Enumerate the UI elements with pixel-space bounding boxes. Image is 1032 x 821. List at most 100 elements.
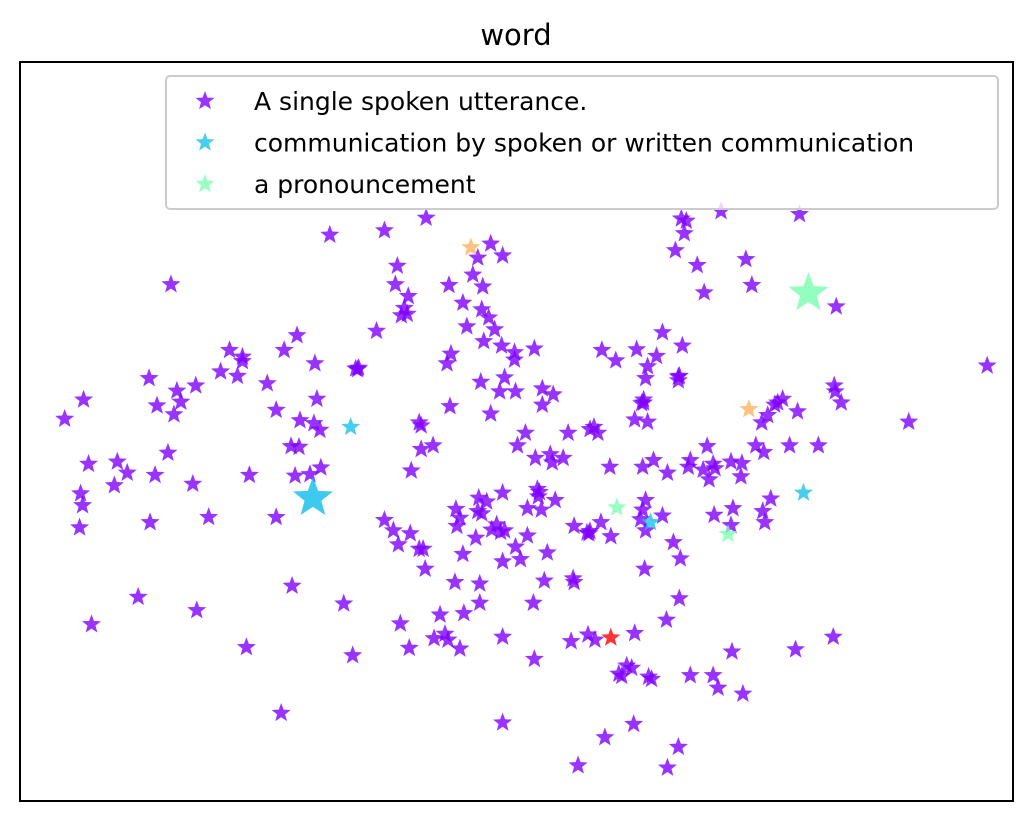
data-point-series-0-98 [723, 498, 743, 517]
data-point-series-0-120 [708, 677, 728, 697]
data-point-series-0-118 [680, 665, 700, 684]
data-point-series-0-121 [733, 683, 753, 702]
data-point-series-0-225 [305, 353, 325, 372]
data-point-series-0-176 [399, 638, 419, 657]
data-point-series-0-186 [73, 495, 93, 514]
data-point-series-0-49 [788, 401, 808, 420]
data-point-series-0-254 [532, 394, 552, 413]
data-point-series-0-79 [826, 296, 846, 315]
data-point-series-0-25 [485, 319, 505, 338]
data-point-series-0-124 [624, 714, 644, 733]
data-point-series-0-19 [505, 349, 525, 368]
data-point-series-0-73 [674, 223, 694, 242]
data-point-series-0-36 [588, 422, 608, 442]
data-point-series-0-62 [669, 366, 689, 385]
data-point-series-0-131 [585, 629, 605, 648]
data-point-series-0-63 [647, 346, 667, 365]
data-point-series-0-82 [831, 392, 851, 411]
data-point-series-0-236 [409, 539, 429, 558]
data-point-series-0-92 [687, 255, 707, 274]
data-point-series-0-141 [470, 592, 490, 612]
data-point-series-0-104 [625, 409, 645, 428]
data-point-series-0-149 [450, 507, 470, 527]
data-point-series-2-2 [718, 524, 738, 543]
data-point-series-0-94 [731, 466, 751, 485]
data-point-series-0-59 [672, 335, 692, 354]
data-point-series-0-147 [487, 514, 507, 533]
data-point-series-0-99 [704, 505, 724, 524]
data-point-series-0-32 [532, 378, 552, 397]
data-point-series-0-70 [634, 392, 654, 411]
data-point-series-0-196 [171, 391, 191, 411]
data-point-series-0-18 [524, 338, 544, 357]
data-point-series-0-238 [440, 396, 460, 415]
data-point-series-0-162 [579, 523, 599, 542]
legend-label-1: communication by spoken or written commu… [254, 129, 914, 158]
data-point-series-0-233 [383, 520, 403, 539]
data-point-series-0-127 [722, 641, 742, 660]
data-point-series-0-66 [638, 356, 658, 375]
data-point-series-0-151 [446, 499, 466, 518]
data-point-series-0-119 [703, 665, 723, 684]
data-point-series-0-103 [652, 505, 672, 524]
data-point-series-1-3 [292, 477, 333, 515]
data-point-series-0-8 [416, 207, 436, 227]
data-point-series-0-148 [477, 491, 497, 510]
data-point-series-0-212 [304, 413, 324, 432]
data-point-series-0-227 [366, 321, 386, 340]
data-point-series-3-1 [739, 399, 759, 418]
data-point-series-0-243 [471, 371, 491, 391]
data-point-series-0-4 [387, 255, 407, 275]
data-point-series-0-53 [721, 451, 741, 470]
data-point-series-0-87 [773, 388, 793, 408]
data-point-series-1-1 [793, 482, 813, 501]
data-point-series-0-109 [669, 588, 689, 607]
data-point-series-0-93 [694, 282, 714, 301]
data-point-series-0-64 [638, 411, 658, 430]
data-point-series-0-67 [652, 322, 672, 341]
data-point-series-2-0 [788, 272, 829, 311]
data-point-series-0-100 [721, 515, 741, 534]
data-point-series-0-231 [411, 439, 431, 458]
data-point-series-0-183 [187, 600, 207, 619]
data-point-series-0-192 [145, 465, 165, 484]
data-point-series-0-52 [703, 454, 723, 473]
data-point-series-0-57 [752, 412, 772, 431]
data-point-series-0-130 [578, 624, 598, 643]
data-point-series-0-171 [454, 603, 474, 622]
data-point-series-0-222 [147, 395, 167, 414]
data-point-series-0-221 [139, 368, 159, 387]
data-point-series-0-174 [450, 638, 470, 657]
data-point-series-0-90 [754, 442, 774, 461]
data-point-series-0-17 [495, 367, 515, 386]
data-point-series-0-24 [398, 286, 418, 305]
data-point-series-0-128 [786, 639, 806, 658]
data-point-series-0-106 [635, 558, 655, 578]
data-point-series-0-197 [186, 375, 206, 394]
data-point-series-0-246 [540, 444, 560, 463]
data-point-series-0-244 [507, 435, 527, 454]
data-point-series-0-28 [481, 233, 501, 252]
data-point-series-0-31 [505, 342, 525, 361]
data-point-series-0-41 [606, 350, 626, 369]
data-point-series-0-253 [472, 503, 492, 522]
data-point-series-0-15 [492, 335, 512, 354]
data-point-series-0-208 [285, 465, 305, 484]
data-point-series-0-207 [281, 436, 301, 455]
data-point-series-0-117 [642, 669, 662, 688]
data-point-series-2-1 [607, 497, 627, 516]
data-point-series-0-158 [510, 549, 530, 568]
data-point-series-0-123 [657, 757, 677, 776]
data-point-series-0-235 [374, 510, 394, 529]
data-point-series-0-217 [140, 512, 160, 531]
data-point-series-3-0 [461, 237, 481, 256]
data-point-series-0-237 [469, 488, 489, 507]
data-point-series-0-248 [553, 448, 573, 467]
data-point-series-0-181 [271, 703, 291, 722]
data-point-series-0-205 [307, 388, 327, 408]
legend-marker-2 [195, 174, 215, 193]
data-point-series-0-155 [482, 519, 502, 538]
data-point-series-0-229 [423, 435, 443, 454]
data-point-series-0-5 [385, 274, 405, 293]
data-point-series-0-230 [409, 412, 429, 431]
